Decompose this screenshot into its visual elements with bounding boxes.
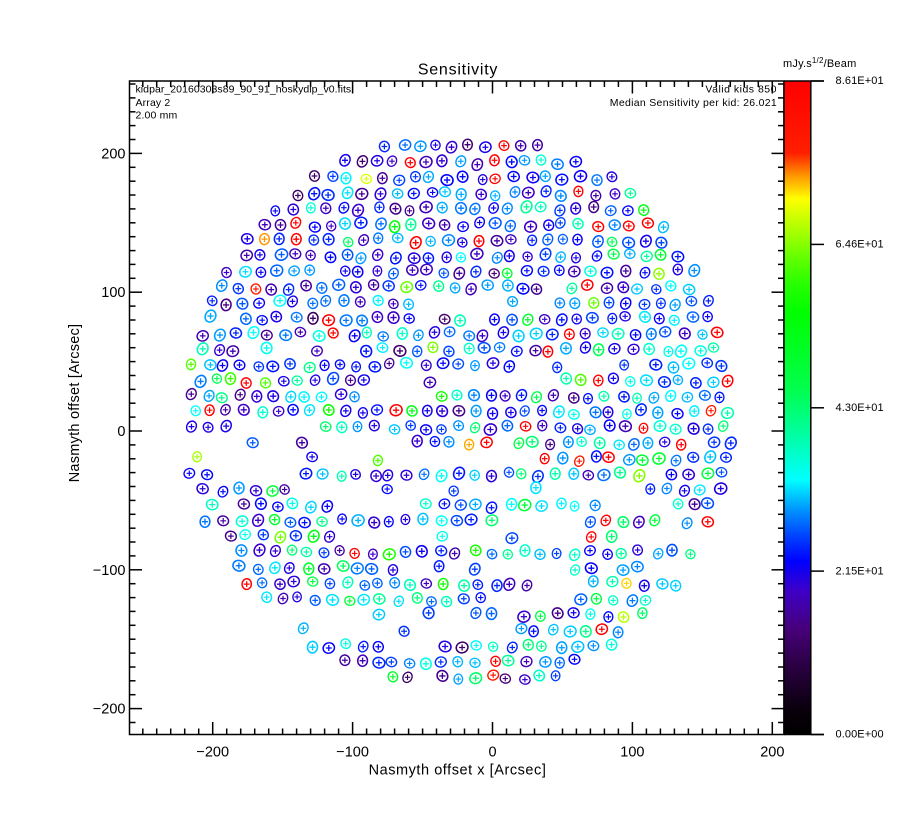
svg-text:100: 100 [620,745,644,761]
svg-text:−100: −100 [336,745,369,761]
svg-text:8.61E+01: 8.61E+01 [836,75,884,87]
svg-text:−100: −100 [93,563,126,579]
svg-text:2.15E+01: 2.15E+01 [836,565,884,577]
svg-text:Valid kids 850: Valid kids 850 [705,84,777,96]
svg-text:0.00E+00: 0.00E+00 [836,729,884,741]
svg-text:Array 2: Array 2 [136,97,171,109]
svg-text:200: 200 [101,146,125,162]
svg-text:0: 0 [488,745,496,761]
svg-text:−200: −200 [196,745,229,761]
svg-text:−200: −200 [93,702,126,718]
svg-text:Nasmyth offset x [Arcsec]: Nasmyth offset x [Arcsec] [369,763,547,779]
svg-text:Nasmyth offset [Arcsec]: Nasmyth offset [Arcsec] [67,324,83,483]
svg-text:Median Sensitivity per kid: 26: Median Sensitivity per kid: 26.021 [610,97,777,109]
svg-text:0: 0 [117,424,125,440]
svg-text:200: 200 [760,745,784,761]
svg-text:100: 100 [101,285,125,301]
svg-text:2.00 mm: 2.00 mm [136,110,178,122]
svg-text:Sensitivity: Sensitivity [418,62,498,79]
svg-text:6.46E+01: 6.46E+01 [836,239,884,251]
svg-text:kidpar_20160303s89_90_91_hosky: kidpar_20160303s89_90_91_hoskydip_v0.fit… [136,84,352,96]
svg-text:4.30E+01: 4.30E+01 [836,402,884,414]
svg-text:mJy.s1/2/Beam: mJy.s1/2/Beam [783,56,856,70]
